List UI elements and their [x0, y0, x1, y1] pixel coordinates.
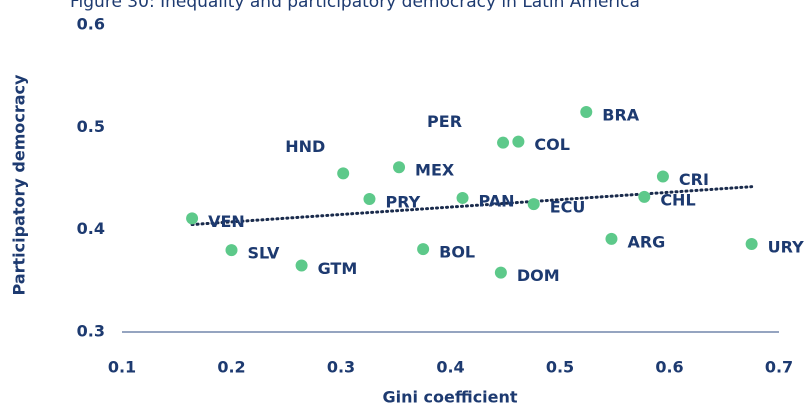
- y-tick-label: 0.5: [77, 117, 105, 136]
- point: [512, 135, 525, 148]
- point: [745, 237, 758, 250]
- point: [494, 266, 507, 279]
- x-tick-label: 0.2: [217, 358, 245, 377]
- point-label: SLV: [248, 244, 281, 263]
- point-label: COL: [534, 135, 570, 154]
- point: [580, 105, 593, 118]
- x-tick-label: 0.3: [327, 358, 355, 377]
- trendline: [190, 185, 754, 227]
- x-tick-label: 0.7: [765, 358, 793, 377]
- point-label: GTM: [318, 259, 358, 278]
- point-label: BOL: [439, 243, 475, 262]
- point: [527, 198, 540, 211]
- point-label: BRA: [602, 105, 640, 124]
- point: [337, 167, 350, 180]
- point: [417, 243, 430, 256]
- point-label: HND: [285, 137, 325, 156]
- point-label: MEX: [415, 161, 455, 180]
- point-label: ECU: [550, 198, 586, 217]
- y-tick-label: 0.6: [77, 15, 105, 34]
- point-label: PER: [427, 112, 462, 131]
- point-label: ARG: [627, 232, 665, 251]
- y-tick-label: 0.3: [77, 322, 105, 341]
- point: [225, 244, 238, 257]
- point-label: DOM: [517, 266, 560, 285]
- x-tick-label: 0.1: [108, 358, 136, 377]
- point-label: PAN: [479, 191, 515, 210]
- point-label: VEN: [208, 212, 245, 231]
- x-tick-label: 0.5: [546, 358, 574, 377]
- point: [638, 190, 651, 203]
- chart-title: Figure 30: Inequality and participatory …: [70, 0, 640, 12]
- point: [393, 161, 406, 174]
- point: [497, 136, 510, 149]
- point-label: PRY: [385, 192, 420, 211]
- y-axis-label: Participatory democracy: [10, 74, 29, 295]
- point: [656, 170, 669, 183]
- point: [456, 191, 469, 204]
- point: [605, 232, 618, 245]
- point-label: URY: [768, 237, 804, 256]
- x-tick-label: 0.6: [655, 358, 683, 377]
- point: [186, 212, 199, 225]
- point-label: CHL: [660, 190, 695, 209]
- x-axis-label: Gini coefficient: [382, 388, 517, 407]
- point: [363, 192, 376, 205]
- y-tick-label: 0.4: [77, 219, 105, 238]
- point-label: CRI: [679, 170, 709, 189]
- x-tick-label: 0.4: [436, 358, 464, 377]
- point: [295, 259, 308, 272]
